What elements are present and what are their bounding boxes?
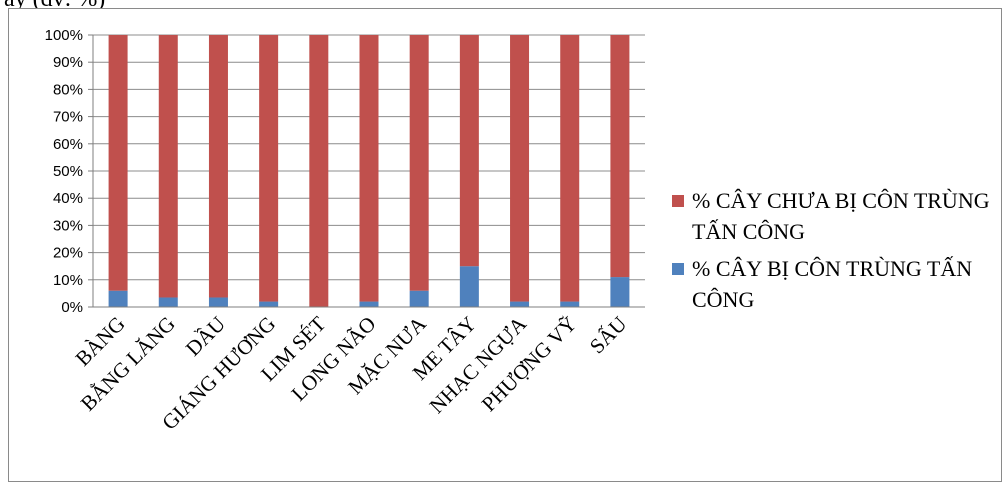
y-tick-label: 70% xyxy=(53,109,83,126)
y-tick-label: 10% xyxy=(53,272,83,289)
bar-attacked xyxy=(560,301,580,307)
bar-not-attacked xyxy=(259,35,279,302)
bar-attacked xyxy=(108,290,128,307)
y-tick-label: 30% xyxy=(53,217,83,234)
bar-not-attacked xyxy=(158,35,178,298)
legend-item-attacked: % CÂY BỊ CÔN TRÙNG TẤN CÔNG xyxy=(672,253,1002,315)
bar-not-attacked xyxy=(409,35,429,291)
legend: % CÂY CHƯA BỊ CÔN TRÙNG TẤN CÔNG % CÂY B… xyxy=(672,185,1002,321)
bar-not-attacked xyxy=(359,35,379,302)
bar-attacked xyxy=(510,301,530,307)
y-tick-label: 90% xyxy=(53,54,83,71)
y-tick-label: 100% xyxy=(45,27,83,44)
bar-not-attacked xyxy=(108,35,128,291)
y-tick-label: 20% xyxy=(53,245,83,262)
bar-attacked xyxy=(409,290,429,307)
bars xyxy=(108,35,630,307)
y-tick-label: 0% xyxy=(61,299,83,316)
y-axis-ticks: 0% 10% 20% 30% 40% 50% 60% 70% 80% 90% 100% xyxy=(45,27,94,316)
legend-swatch-attacked xyxy=(672,263,684,275)
bar-not-attacked xyxy=(510,35,530,302)
bar-not-attacked xyxy=(208,35,228,298)
bar-not-attacked xyxy=(610,35,630,278)
y-tick-label: 40% xyxy=(53,190,83,207)
bar-attacked xyxy=(459,266,479,307)
bar-not-attacked xyxy=(560,35,580,302)
y-tick-label: 60% xyxy=(53,136,83,153)
x-category-label: SẤU xyxy=(585,312,632,359)
y-tick-label: 50% xyxy=(53,163,83,180)
bar-attacked xyxy=(259,301,279,307)
legend-item-not-attacked: % CÂY CHƯA BỊ CÔN TRÙNG TẤN CÔNG xyxy=(672,185,1002,247)
legend-swatch-not-attacked xyxy=(672,195,684,207)
y-tick-label: 80% xyxy=(53,81,83,98)
bar-attacked xyxy=(610,277,630,307)
bar-not-attacked xyxy=(309,35,329,307)
bar-not-attacked xyxy=(459,35,479,267)
bar-attacked xyxy=(208,297,228,307)
bar-attacked xyxy=(158,297,178,307)
legend-label-attacked: % CÂY BỊ CÔN TRÙNG TẤN CÔNG xyxy=(692,256,973,312)
legend-label-not-attacked: % CÂY CHƯA BỊ CÔN TRÙNG TẤN CÔNG xyxy=(692,188,990,244)
bar-attacked xyxy=(359,301,379,307)
